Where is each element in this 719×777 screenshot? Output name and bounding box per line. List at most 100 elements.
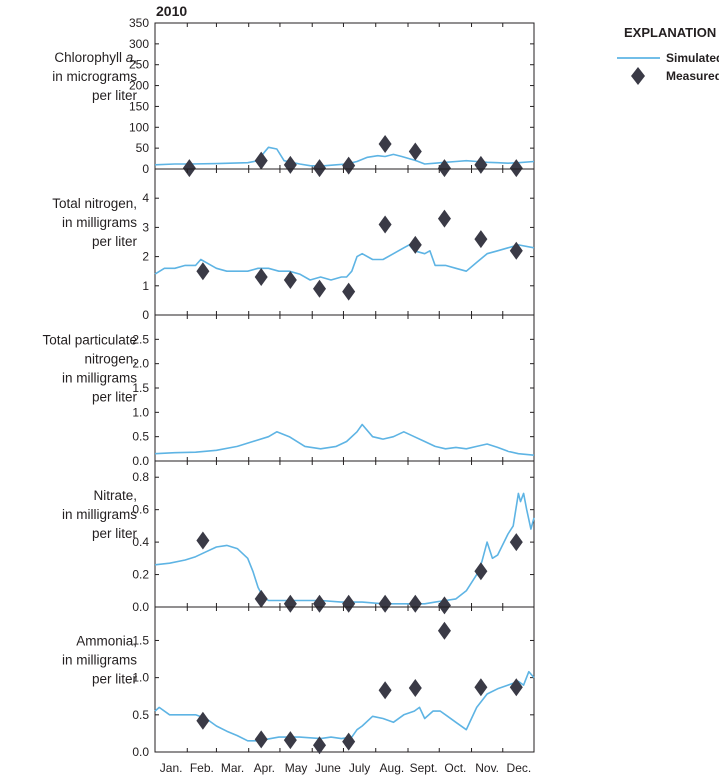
- y-tick-label: 0.0: [132, 454, 149, 468]
- measured-point: [408, 142, 422, 161]
- measured-point: [378, 594, 392, 613]
- y-tick-label: 200: [129, 79, 149, 93]
- measured-point: [283, 594, 297, 613]
- y-tick-label: 2.5: [132, 332, 149, 346]
- y-axis-label-line: in milligrams: [62, 371, 137, 386]
- panel-nitrate: 0.0 0.2 0.4 0.6 0.8 Nitrate, in milligrams per …: [62, 460, 535, 615]
- y-tick-label: 50: [136, 141, 150, 155]
- y-tick-label: 0.2: [132, 568, 149, 582]
- y-axis-label-line: in micrograms: [52, 69, 137, 84]
- y-axis-label-part: per liter: [92, 526, 138, 541]
- month-label: Feb.: [190, 761, 214, 775]
- legend: EXPLANATION Simulated Measured: [617, 25, 719, 85]
- y-tick-label: 1.0: [132, 671, 149, 685]
- y-tick-label: 0: [142, 162, 149, 176]
- measured-point: [474, 230, 488, 249]
- measured-point: [254, 730, 268, 749]
- y-axis-label-part: ,: [133, 50, 137, 65]
- measured-point: [313, 279, 327, 298]
- panel-frame: [154, 314, 535, 462]
- y-tick-label: 0.0: [132, 745, 149, 759]
- panel-frame: [154, 606, 535, 753]
- y-axis-label-part: in milligrams: [62, 653, 137, 668]
- measured-point: [313, 736, 327, 755]
- y-tick-label: 1.5: [132, 381, 149, 395]
- y-axis-label-line: in milligrams: [62, 653, 137, 668]
- simulated-line-ammonia: [154, 670, 535, 742]
- month-label: Aug.: [380, 761, 405, 775]
- y-axis-label-part: Nitrate,: [93, 488, 137, 503]
- y-axis-label-line: in milligrams: [62, 507, 137, 522]
- y-axis-label-line: per liter: [92, 526, 138, 541]
- y-axis-label-line: per liter: [92, 88, 138, 103]
- y-axis-label-line: Total particulate: [42, 333, 137, 348]
- measured-point: [408, 679, 422, 698]
- y-axis-label-line: Chlorophyll a,: [54, 50, 137, 65]
- y-tick-label: 1.5: [132, 633, 149, 647]
- y-axis-label-part: in milligrams: [62, 371, 137, 386]
- y-tick-label: 3: [142, 220, 149, 234]
- y-tick-label: 0: [142, 308, 149, 322]
- y-tick-label: 2.0: [132, 357, 149, 371]
- measured-point: [437, 209, 451, 228]
- measured-point: [437, 596, 451, 615]
- y-tick-label: 1.0: [132, 405, 149, 419]
- y-axis-label-part: Total particulate: [42, 333, 137, 348]
- measured-point: [474, 678, 488, 697]
- panel-total-nitrogen: 0 1 2 3 4 Total nitrogen, in milligrams per lit…: [52, 168, 535, 322]
- simulated-line-total-nitrogen: [154, 244, 535, 281]
- y-axis-label-line: Nitrate,: [93, 488, 137, 503]
- y-axis-label-part: nitrogen,: [84, 352, 137, 367]
- measured-point: [509, 241, 523, 260]
- y-tick-label: 300: [129, 37, 149, 51]
- measured-point: [408, 235, 422, 254]
- measured-point: [378, 681, 392, 700]
- month-label: Oct.: [444, 761, 466, 775]
- measured-point: [378, 215, 392, 234]
- simulated-line-total-particulate-nitrogen: [154, 423, 535, 456]
- measured-point: [509, 159, 523, 178]
- y-axis-label-part: in micrograms: [52, 69, 137, 84]
- y-axis-label-line: per liter: [92, 234, 138, 249]
- y-tick-label: 2: [142, 250, 149, 264]
- month-label: Nov.: [475, 761, 499, 775]
- month-label: Mar.: [221, 761, 244, 775]
- y-axis-label-part: Ammonia,: [76, 634, 137, 649]
- y-axis-label-line: per liter: [92, 390, 138, 405]
- panel-chlorophyll: 0 50 100 150 200 250 300 350 Chlorophyll a, in mi…: [52, 16, 535, 178]
- measured-point: [283, 155, 297, 174]
- measured-point: [313, 594, 327, 613]
- month-label: Sept.: [410, 761, 438, 775]
- month-label: May: [285, 761, 308, 775]
- chart-title: 2010: [156, 3, 187, 19]
- y-tick-label: 0.5: [132, 430, 149, 444]
- measured-point: [254, 589, 268, 608]
- measured-point: [342, 282, 356, 301]
- legend-measured-diamond: [631, 67, 645, 85]
- month-label: Dec.: [507, 761, 532, 775]
- y-tick-label: 1: [142, 279, 149, 293]
- measured-point: [437, 621, 451, 640]
- y-axis-label-part: in milligrams: [62, 507, 137, 522]
- month-label: July: [349, 761, 370, 775]
- measured-point: [283, 270, 297, 289]
- y-axis-label-part: Chlorophyll: [54, 50, 125, 65]
- y-axis-label-line: nitrogen,: [84, 352, 137, 367]
- legend-simulated-label: Simulated: [666, 51, 719, 65]
- measured-point: [196, 711, 210, 730]
- month-labels: Jan. Feb. Mar. Apr. May June July Aug. Sept. Oct.…: [160, 761, 531, 775]
- measured-point: [196, 531, 210, 550]
- y-tick-label: 0.8: [132, 470, 149, 484]
- panel-frame: [154, 460, 535, 608]
- measured-point: [342, 156, 356, 175]
- panel-frame: [154, 22, 535, 170]
- simulated-line-nitrate: [154, 492, 535, 605]
- y-axis-label-part: a: [126, 50, 134, 65]
- y-tick-label: 4: [142, 191, 149, 205]
- y-axis-label-line: per liter: [92, 672, 138, 687]
- month-label: June: [315, 761, 341, 775]
- y-axis-label-part: per liter: [92, 88, 138, 103]
